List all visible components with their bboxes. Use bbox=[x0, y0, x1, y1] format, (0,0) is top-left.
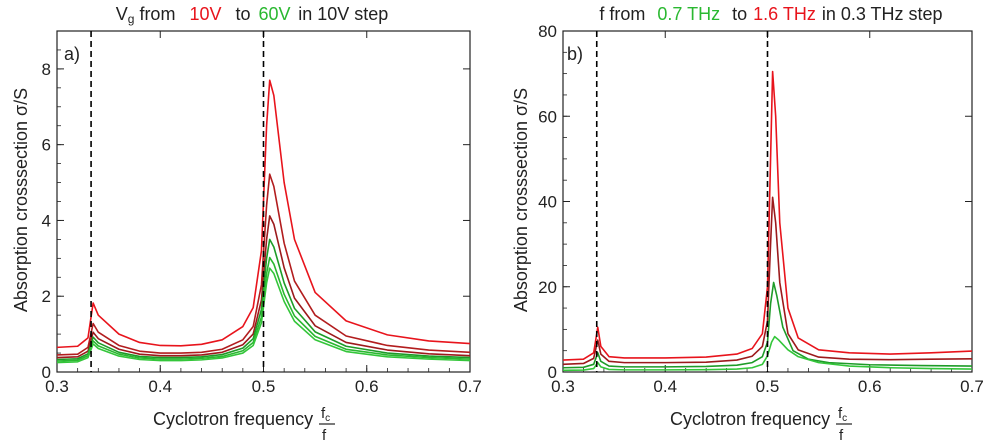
title-b-rest: in 0.3 THz step bbox=[822, 4, 943, 24]
plot-panel-b: 0.3 0.4 0.5 0.6 0.7 0 20 40 60 80 bbox=[538, 22, 984, 396]
y-tick-label-b-0: 0 bbox=[548, 363, 557, 382]
x-tick-label-a-1: 0.4 bbox=[148, 377, 172, 396]
title-b-prefix: f from bbox=[599, 4, 645, 24]
panel-b-ylabel: Absorption crosssection σ/S bbox=[511, 88, 531, 312]
panel-a-tag: a) bbox=[64, 44, 80, 64]
y-tick-label-a-0: 0 bbox=[42, 363, 51, 382]
y-tick-label-a-1: 2 bbox=[42, 287, 51, 306]
title-a-rest: in 10V step bbox=[298, 4, 388, 24]
series-line-a-2 bbox=[56, 215, 471, 359]
title-b-v2: 1.6 THz bbox=[753, 4, 816, 24]
title-b-to: to bbox=[732, 4, 747, 24]
panel-a-title: Vg from 10V to 60V in 10V step bbox=[116, 4, 389, 26]
y-tick-label-a-3: 6 bbox=[42, 136, 51, 155]
title-a-prefix: V bbox=[116, 4, 128, 24]
title-b-v1: 0.7 THz bbox=[657, 4, 720, 24]
series-line-b-3 bbox=[562, 335, 973, 372]
y-tick-label-a-2: 4 bbox=[42, 211, 51, 230]
panel-b-xlabel-den: f bbox=[839, 427, 844, 444]
title-a-to: to bbox=[235, 4, 250, 24]
y-tick-label-b-1: 20 bbox=[538, 278, 557, 297]
series-line-a-5 bbox=[56, 267, 471, 364]
title-a-v1: 10V bbox=[189, 4, 221, 24]
x-tick-label-b-1: 0.4 bbox=[653, 377, 677, 396]
x-tick-label-a-4: 0.7 bbox=[458, 377, 482, 396]
panel-b-xlabel-num: fc bbox=[838, 405, 847, 424]
x-tick-label-b-2: 0.5 bbox=[756, 377, 780, 396]
y-tick-label-b-3: 60 bbox=[538, 107, 557, 126]
panel-b-xlabel-text: Cyclotron frequency bbox=[670, 409, 830, 429]
series-line-a-3 bbox=[56, 238, 471, 361]
y-tick-label-b-2: 40 bbox=[538, 193, 557, 212]
x-tick-label-b-0: 0.3 bbox=[551, 377, 575, 396]
panel-b-title: f from 0.7 THz to 1.6 THz in 0.3 THz step bbox=[599, 4, 942, 24]
series-line-b-0 bbox=[562, 70, 973, 361]
x-tick-label-a-3: 0.6 bbox=[355, 377, 379, 396]
title-a-v2: 60V bbox=[259, 4, 291, 24]
panel-a-ylabel: Absorption crosssection σ/S bbox=[11, 88, 31, 312]
y-tick-label-b-4: 80 bbox=[538, 22, 557, 41]
panel-b-tag: b) bbox=[567, 44, 583, 64]
title-a-sub: g bbox=[128, 12, 135, 26]
x-tick-label-b-4: 0.7 bbox=[960, 377, 984, 396]
x-tick-label-a-2: 0.5 bbox=[252, 377, 276, 396]
x-tick-label-b-3: 0.6 bbox=[858, 377, 882, 396]
panel-b-xlabel: Cyclotron frequency fc f bbox=[670, 405, 852, 444]
series-line-b-1 bbox=[562, 196, 973, 366]
plot-panel-a: 0.3 0.4 0.5 0.6 0.7 0 2 4 6 8 bbox=[42, 30, 482, 396]
panel-a-xlabel: Cyclotron frequency fc f bbox=[153, 405, 335, 444]
panel-a-xlabel-num: fc bbox=[321, 405, 330, 424]
series-line-a-0 bbox=[56, 79, 471, 349]
panel-a-xlabel-den: f bbox=[322, 427, 327, 444]
panel-a-xlabel-text: Cyclotron frequency bbox=[153, 409, 313, 429]
series-line-a-1 bbox=[56, 173, 471, 356]
series-line-a-4 bbox=[56, 256, 471, 362]
x-tick-label-a-0: 0.3 bbox=[45, 377, 69, 396]
title-a-from: from bbox=[134, 4, 175, 24]
y-tick-label-a-4: 8 bbox=[42, 60, 51, 79]
series-line-b-2 bbox=[562, 281, 973, 369]
